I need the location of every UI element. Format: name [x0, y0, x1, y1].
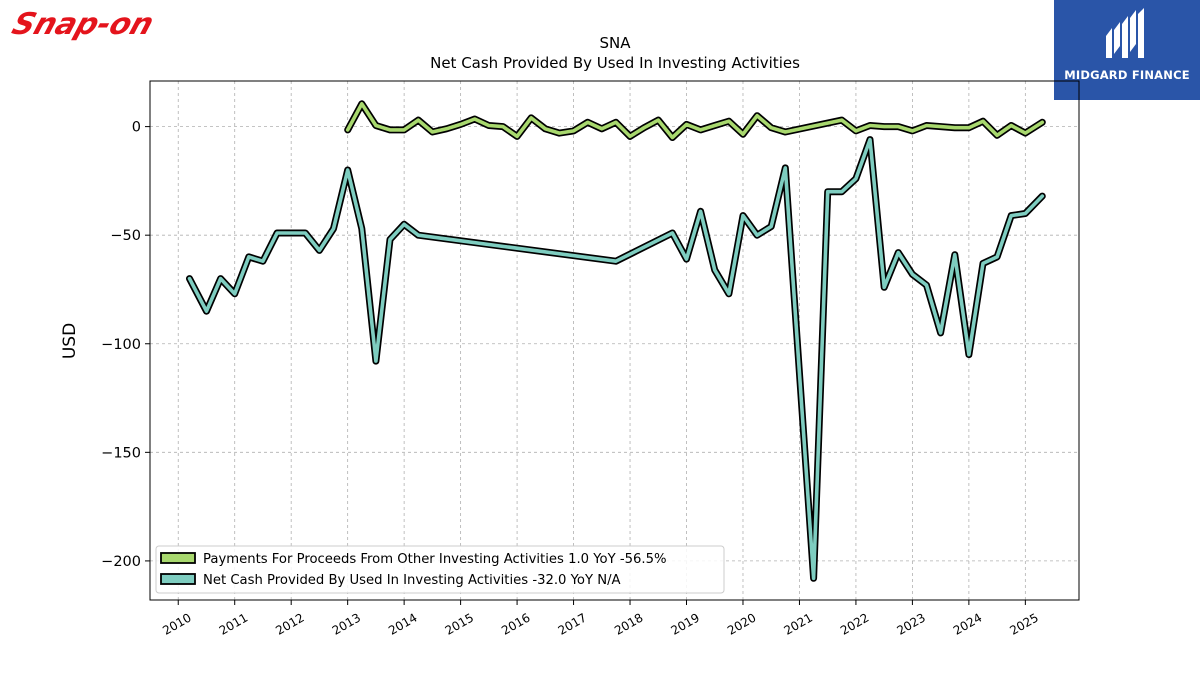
series-line — [187, 137, 1045, 581]
y-tick-label: −150 — [101, 445, 141, 461]
legend-label: Payments For Proceeds From Other Investi… — [203, 552, 667, 567]
chart-subtitle: Net Cash Provided By Used In Investing A… — [430, 54, 800, 72]
series-line-outline — [344, 100, 1046, 141]
x-tick-label: 2014 — [386, 610, 419, 637]
series-line-outline — [186, 136, 1046, 582]
x-ticks: 2010 2011 2012 2013 2014 2015 2016 2017 2018 2019… — [160, 600, 1041, 638]
x-tick-label: 2023 — [894, 610, 927, 637]
legend-swatch — [160, 573, 196, 585]
x-tick-label: 2011 — [217, 610, 250, 637]
x-tick-label: 2012 — [273, 610, 306, 637]
x-tick-label: 2010 — [160, 610, 193, 637]
snap-on-logo: Snap-on — [8, 7, 158, 42]
series-1 — [344, 100, 1046, 141]
grid — [150, 81, 1079, 600]
midgard-emblem-icon — [1106, 8, 1144, 58]
series-line — [345, 102, 1045, 140]
x-tick-label: 2025 — [1007, 610, 1040, 637]
snap-on-logo-text: Snap-on — [8, 7, 158, 42]
x-tick-label: 2024 — [951, 610, 984, 637]
plot-frame — [149, 80, 1080, 601]
y-tick-label: −50 — [110, 228, 141, 244]
x-tick-label: 2016 — [499, 610, 532, 637]
y-ticks: 0 −50 −100 −150 −200 — [101, 120, 150, 570]
legend-swatch — [160, 552, 196, 564]
y-tick-label: 0 — [132, 120, 141, 136]
legend-label: Net Cash Provided By Used In Investing A… — [203, 573, 621, 588]
midgard-logo-text: MIDGARD FINANCE — [1064, 68, 1190, 82]
legend: Payments For Proceeds From Other Investi… — [155, 545, 725, 594]
series-2 — [186, 136, 1046, 582]
x-tick-label: 2013 — [330, 610, 363, 637]
x-tick-label: 2015 — [443, 610, 476, 637]
x-tick-label: 2020 — [725, 610, 758, 637]
y-axis-label: USD — [60, 323, 80, 359]
x-tick-label: 2018 — [612, 610, 645, 637]
y-tick-label: −100 — [101, 337, 141, 353]
chart-title: SNA — [599, 34, 631, 52]
midgard-finance-logo: MIDGARD FINANCE — [1054, 0, 1200, 100]
x-tick-label: 2019 — [669, 610, 702, 637]
legend-box — [155, 545, 725, 594]
x-tick-label: 2017 — [556, 610, 589, 637]
plot-lines — [186, 100, 1046, 582]
y-tick-label: −200 — [101, 554, 141, 570]
x-tick-label: 2021 — [781, 610, 814, 637]
x-tick-label: 2022 — [838, 610, 871, 637]
